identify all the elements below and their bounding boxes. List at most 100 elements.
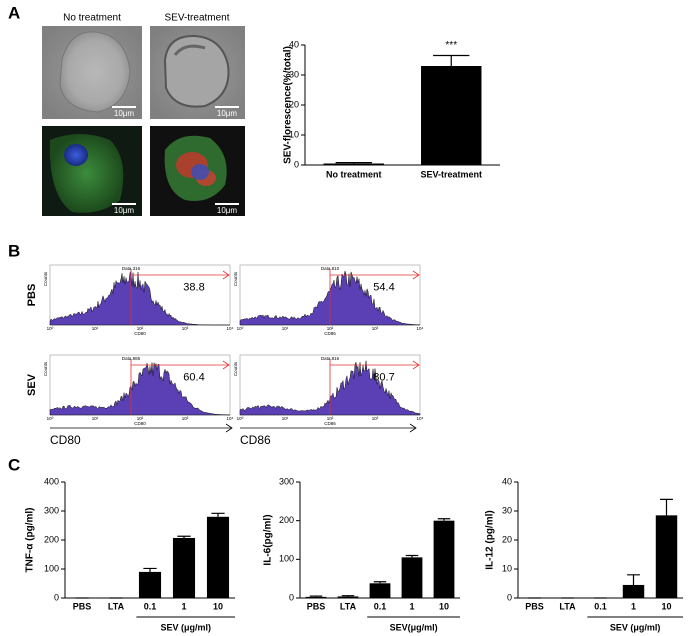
y-tick-label: 100 (279, 554, 294, 564)
gate-percent: 60.4 (183, 372, 204, 384)
error-bar (437, 518, 451, 521)
histogram (49, 270, 230, 326)
x-tick-label: 10³ (182, 326, 189, 331)
x-tick-label: 10⁴ (417, 326, 424, 331)
bar (323, 163, 384, 165)
x-tick-label: 10⁴ (227, 416, 234, 421)
scale-bar-label: 10μm (114, 109, 135, 118)
bar (138, 571, 162, 598)
x-tick-label: 1 (409, 601, 414, 611)
error-bar (309, 595, 323, 597)
histogram (239, 360, 421, 416)
error-bar (373, 581, 387, 584)
bar (433, 520, 455, 598)
y-tick-label: 0 (507, 592, 512, 602)
x-tick-label: 10⁰ (47, 416, 54, 421)
panel-label: C (8, 455, 20, 474)
x-tick-label: 0.1 (144, 601, 157, 611)
x-axis-label: CD86 (324, 331, 336, 336)
x-tick-label: No treatment (326, 169, 382, 179)
x-tick-label: 10 (661, 601, 671, 611)
y-tick-label: 10 (502, 563, 512, 573)
x-tick-label: LTA (108, 601, 125, 611)
error-bar (335, 162, 372, 164)
y-tick-label: 20 (289, 99, 299, 109)
error-bar (341, 595, 355, 597)
bar (401, 557, 423, 598)
gate-arrowhead (222, 360, 230, 370)
group-label: SEV (μg/ml) (610, 622, 661, 632)
y-tick-label: 0 (294, 159, 299, 169)
column-title: SEV-treatment (164, 13, 229, 24)
x-tick-label: 0.1 (374, 601, 387, 611)
gate-percent: 80.7 (373, 372, 394, 384)
x-tick-label: SEV-treatment (420, 169, 482, 179)
x-tick-label: 10² (327, 326, 334, 331)
gate-label: Data.810 (321, 266, 340, 271)
bar (369, 583, 391, 598)
x-tick-label: PBS (307, 601, 326, 611)
y-axis-label: Counts (233, 361, 238, 376)
x-axis-label: CD86 (324, 421, 336, 426)
error-bar (143, 567, 157, 572)
y-tick-label: 40 (502, 476, 512, 486)
x-tick-label: 0.1 (594, 601, 607, 611)
x-tick-label: 10⁰ (237, 326, 244, 331)
axis-arrowhead (225, 423, 233, 433)
y-tick-label: 0 (289, 592, 294, 602)
y-axis-label: IL-6(pg/ml) (263, 514, 274, 565)
fluorescence-image (150, 126, 245, 216)
y-axis-label: Counts (43, 271, 48, 286)
gate-arrowhead (222, 270, 230, 280)
y-axis-label: Counts (233, 271, 238, 286)
x-tick-label: 10³ (372, 416, 379, 421)
axis-arrowhead (409, 423, 417, 433)
x-tick-label: 10³ (182, 416, 189, 421)
axis-title: CD80 (50, 433, 81, 447)
x-tick-label: 10¹ (92, 326, 99, 331)
gate-label: Data.816 (321, 356, 340, 361)
y-tick-label: 100 (44, 563, 59, 573)
y-tick-label: 20 (502, 534, 512, 544)
x-tick-label: 10¹ (92, 416, 99, 421)
error-bar (627, 574, 640, 585)
x-tick-label: 10¹ (282, 326, 289, 331)
scale-bar-label: 10μm (217, 206, 238, 215)
panel-label: A (8, 3, 20, 22)
x-tick-label: 10² (137, 416, 144, 421)
y-tick-label: 400 (44, 476, 59, 486)
x-tick-label: 1 (181, 601, 186, 611)
y-tick-label: 200 (44, 534, 59, 544)
error-bar (660, 498, 673, 516)
error-bar (177, 535, 191, 538)
bar (305, 596, 327, 598)
row-label: PBS (26, 284, 38, 307)
gate-label: Data.885 (122, 356, 141, 361)
y-tick-label: 10 (289, 129, 299, 139)
x-tick-label: 10⁴ (417, 416, 424, 421)
fluorescence-image (42, 126, 142, 216)
x-tick-label: 10 (213, 601, 223, 611)
histogram (49, 362, 231, 416)
bar (206, 516, 230, 598)
scale-bar-label: 10μm (114, 206, 135, 215)
significance-label: *** (445, 40, 457, 51)
gate-label: Data.316 (122, 266, 141, 271)
error-bar (405, 554, 419, 558)
brightfield-image (42, 26, 142, 119)
y-tick-label: 200 (279, 515, 294, 525)
x-tick-label: LTA (559, 601, 576, 611)
gate-percent: 38.8 (183, 282, 204, 294)
error-bar (211, 512, 225, 517)
x-tick-label: 10 (439, 601, 449, 611)
y-tick-label: 0 (54, 592, 59, 602)
gate-arrowhead (412, 360, 420, 370)
bar (655, 515, 678, 598)
y-tick-label: 30 (289, 69, 299, 79)
x-tick-label: 10¹ (282, 416, 289, 421)
y-tick-label: 40 (289, 39, 299, 49)
column-title: No treatment (63, 13, 121, 24)
x-tick-label: PBS (525, 601, 544, 611)
bar (421, 66, 482, 165)
group-label: SEV (μg/ml) (160, 622, 211, 632)
